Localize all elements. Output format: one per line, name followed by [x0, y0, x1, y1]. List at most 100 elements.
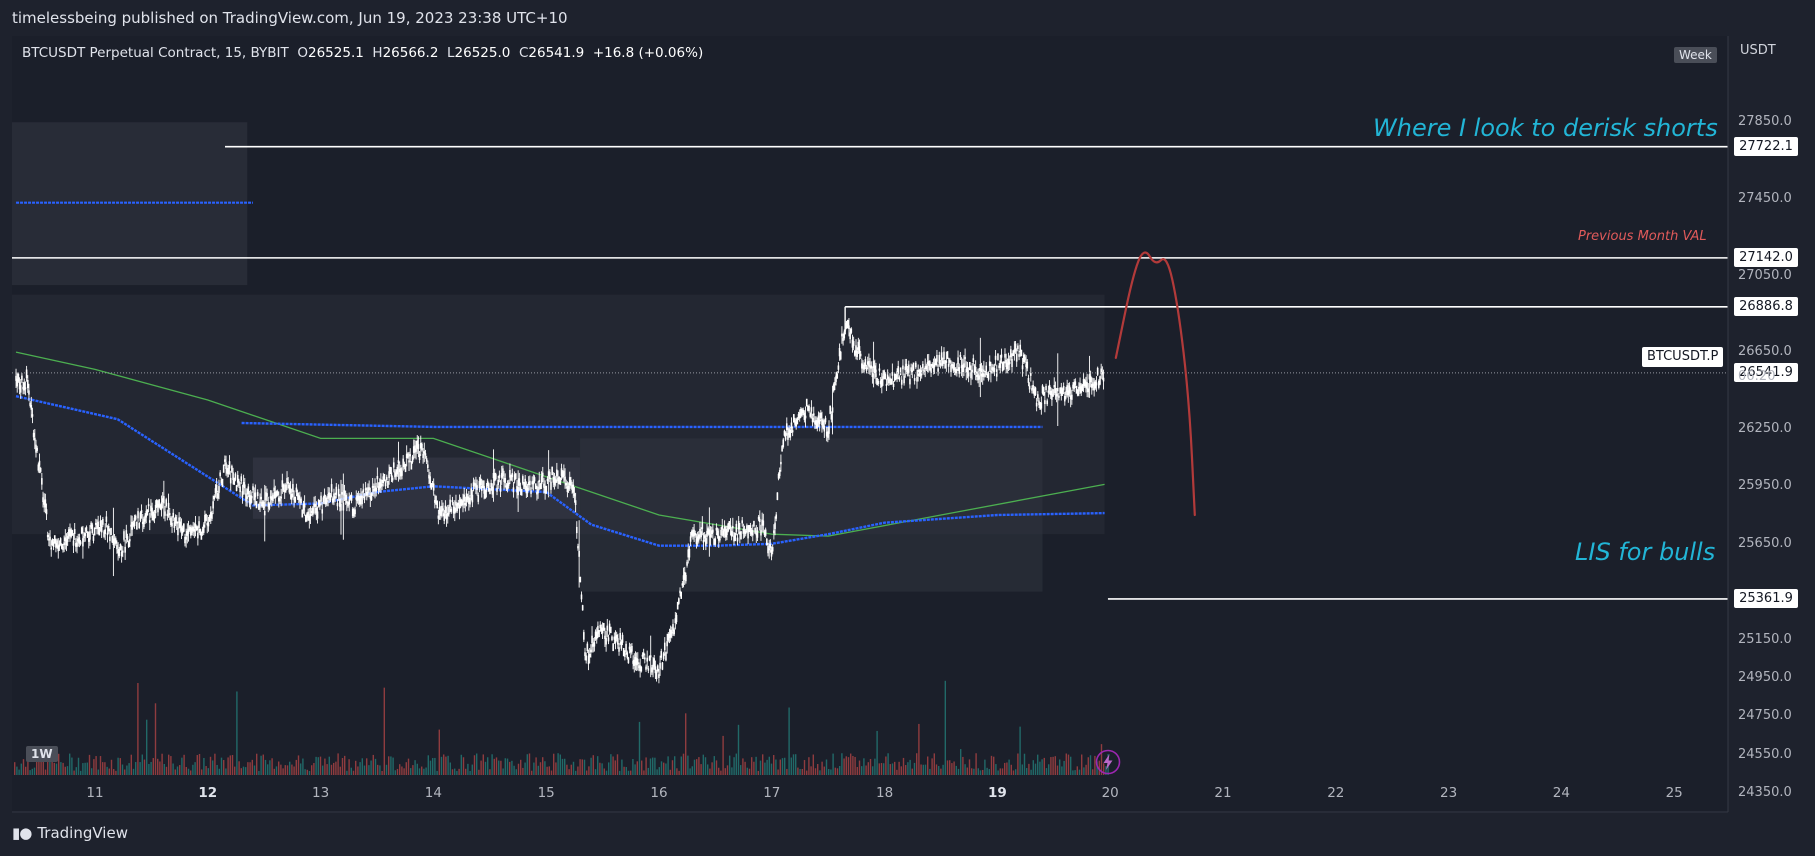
candle-body [818, 419, 821, 425]
candle-body [363, 496, 366, 500]
candle-body [177, 527, 179, 536]
volume-bar [135, 762, 137, 775]
week-badge[interactable]: Week [1674, 47, 1717, 63]
candle-body [95, 522, 97, 525]
volume-bar [267, 764, 269, 775]
candle-body [409, 454, 412, 457]
candle-body [44, 499, 47, 508]
candle-body [416, 440, 419, 449]
volume-bar [911, 768, 913, 775]
volume-bar [183, 754, 185, 775]
candle-body [945, 360, 948, 363]
volume-bar [812, 754, 814, 775]
candle-body [952, 364, 955, 371]
candle-body [961, 364, 964, 373]
candle-body [977, 371, 979, 381]
volume-bar [234, 766, 236, 775]
volume-bar [502, 768, 504, 775]
candle-body [746, 525, 748, 531]
volume-bar [104, 762, 106, 775]
candle-body [225, 462, 227, 469]
candle-body [1010, 349, 1012, 358]
candle-body [586, 643, 589, 652]
volume-bar [260, 755, 262, 775]
candle-body [877, 380, 880, 385]
candle-body [330, 484, 333, 492]
candle-body [157, 503, 159, 513]
candle-body [757, 516, 760, 520]
time-tick-label: 19 [987, 785, 1007, 801]
candle-body [900, 379, 903, 385]
candle-body [414, 445, 416, 453]
tradingview-logo[interactable]: ▮● TradingView [12, 824, 128, 842]
volume-bar [214, 753, 216, 775]
candle-body [671, 631, 673, 634]
volume-bar [718, 767, 720, 775]
candle-body [785, 423, 788, 430]
volume-bar [58, 753, 60, 775]
candle-body [171, 522, 173, 527]
volume-bar [938, 766, 940, 775]
candle-body [260, 496, 263, 500]
volume-bar [1032, 760, 1034, 775]
volume-bar [40, 761, 42, 775]
volume-bar [522, 767, 524, 775]
candle-body [103, 531, 105, 537]
volume-bar [612, 756, 614, 775]
interval-badge[interactable]: 1W [26, 746, 58, 762]
candle-body [310, 510, 313, 514]
candle-body [974, 367, 977, 374]
volume-bar [341, 757, 344, 775]
candle-body [893, 373, 896, 381]
legend-o-label: O [297, 45, 308, 61]
volume-bar [999, 768, 1001, 775]
candle-body [906, 368, 909, 374]
candle-body [452, 506, 455, 514]
candle-body [59, 538, 62, 545]
candle-body [299, 498, 301, 502]
candle-body [732, 526, 734, 529]
candle-body [480, 485, 483, 491]
volume-bar [231, 755, 234, 775]
candle-body [660, 651, 663, 658]
candle-body [446, 512, 449, 516]
candle-body [741, 520, 744, 524]
candle-body [509, 469, 511, 478]
candle-body [456, 504, 458, 512]
volume-bar [616, 754, 619, 775]
candle-body [479, 478, 482, 486]
volume-bar [781, 758, 784, 775]
candle-body [701, 522, 704, 529]
candle-body [578, 550, 580, 557]
candle-body [590, 649, 592, 653]
volume-bar [300, 763, 302, 775]
volume-bar [346, 770, 348, 775]
candle-body [334, 496, 336, 499]
volume-bar [1065, 753, 1067, 775]
volume-bar [401, 766, 403, 775]
candle-body [280, 496, 282, 499]
candle-body [1044, 400, 1046, 405]
volume-bar [165, 766, 168, 775]
volume-bar [777, 769, 779, 775]
volume-bar [414, 760, 416, 775]
lightning-icon[interactable] [1095, 749, 1121, 775]
candle-body [916, 376, 918, 382]
volume-bar [803, 760, 806, 775]
candle-body [783, 430, 786, 436]
currency-label[interactable]: USDT [1740, 43, 1776, 58]
volume-bar [80, 770, 82, 775]
candle-body [516, 486, 518, 493]
candle-body [549, 472, 551, 480]
volume-bar [586, 770, 588, 775]
candle-body [32, 432, 35, 438]
candle-body [954, 369, 957, 374]
price-tick-label: 24350.0 [1738, 784, 1792, 800]
candle-body [816, 420, 819, 429]
price-tick-label: 25950.0 [1738, 478, 1792, 494]
volume-bar [172, 763, 174, 775]
candle-body [647, 668, 650, 671]
candle-body [340, 503, 342, 511]
candle-body [83, 536, 85, 539]
